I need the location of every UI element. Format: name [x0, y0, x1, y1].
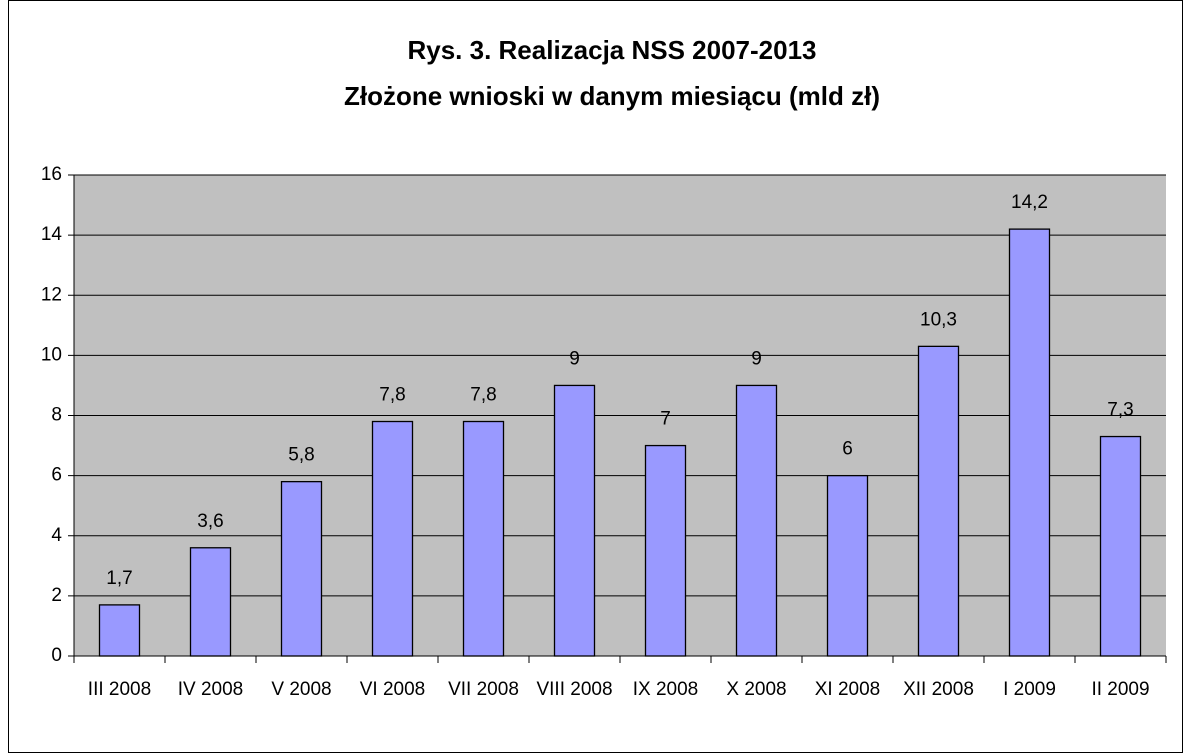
y-tick-label: 16 — [41, 164, 62, 185]
x-tick-label: III 2008 — [88, 679, 151, 700]
value-label: 1,7 — [106, 568, 132, 589]
x-tick-label: VIII 2008 — [536, 679, 612, 700]
y-tick-label: 12 — [41, 284, 62, 305]
x-tick-label: XI 2008 — [815, 679, 881, 700]
value-label: 5,8 — [288, 445, 314, 466]
chart-title: Rys. 3. Realizacja NSS 2007-2013 — [407, 35, 816, 65]
y-tick-label: 10 — [41, 344, 62, 365]
value-label: 9 — [569, 348, 580, 369]
y-tick-label: 6 — [51, 465, 62, 486]
value-label: 7,8 — [470, 385, 496, 406]
bar — [1008, 228, 1051, 657]
x-tick-label: VI 2008 — [360, 679, 426, 700]
bar — [189, 547, 232, 657]
x-tick-label: X 2008 — [726, 679, 786, 700]
x-tick-label: IV 2008 — [178, 679, 244, 700]
x-tick-label: XII 2008 — [903, 679, 974, 700]
bar — [553, 384, 596, 657]
value-label: 14,2 — [1011, 192, 1048, 213]
x-tick-label: II 2009 — [1091, 679, 1149, 700]
bar — [462, 420, 505, 657]
y-tick-label: 2 — [51, 585, 62, 606]
bar — [644, 444, 687, 657]
bar — [917, 345, 960, 657]
x-tick-label: I 2009 — [1003, 679, 1056, 700]
value-label: 6 — [842, 439, 853, 460]
x-tick-label: IX 2008 — [633, 679, 699, 700]
bar — [1099, 435, 1142, 657]
y-tick-label: 14 — [41, 224, 63, 245]
value-label: 7,3 — [1107, 400, 1133, 421]
bar — [98, 604, 141, 657]
bar — [735, 384, 778, 657]
y-tick-label: 4 — [51, 525, 62, 546]
bar — [826, 474, 869, 657]
bar — [280, 480, 323, 657]
y-tick-label: 0 — [51, 645, 62, 666]
value-label: 7 — [660, 409, 671, 430]
value-label: 3,6 — [197, 511, 223, 532]
x-tick-label: V 2008 — [271, 679, 331, 700]
bar — [371, 420, 414, 657]
value-label: 9 — [751, 348, 762, 369]
value-label: 10,3 — [920, 309, 957, 330]
value-label: 7,8 — [379, 385, 405, 406]
chart-subtitle: Złożone wnioski w danym miesiącu (mld zł… — [344, 81, 880, 111]
x-tick-label: VII 2008 — [448, 679, 519, 700]
y-tick-label: 8 — [51, 405, 62, 426]
